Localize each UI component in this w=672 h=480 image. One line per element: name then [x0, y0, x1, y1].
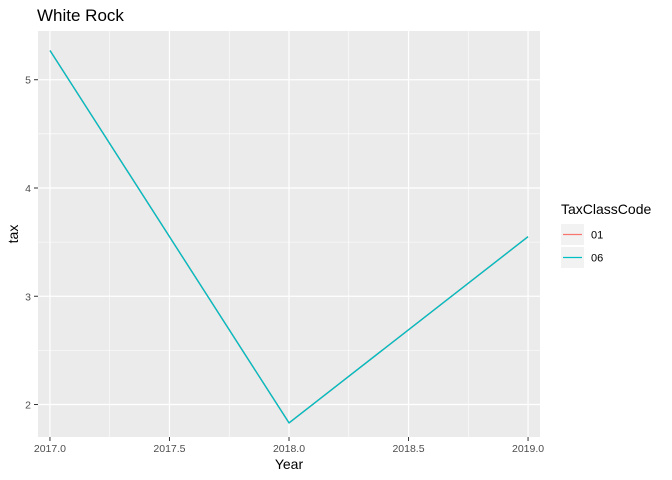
chart-title: White Rock — [37, 6, 124, 25]
y-axis-ticks: 2 3 4 5 — [25, 75, 38, 412]
series-lines — [49, 50, 529, 424]
y-tick-label: 4 — [25, 183, 31, 195]
series-line-06 — [49, 50, 529, 424]
y-axis-title: tax — [5, 225, 21, 244]
legend-entries: 01 06 — [561, 224, 603, 268]
major-gridlines — [38, 31, 540, 437]
y-tick-label: 5 — [25, 75, 31, 87]
x-tick-label: 2018.0 — [273, 443, 305, 455]
y-tick-label: 3 — [25, 291, 31, 303]
x-axis-ticks: 2017.0 2017.5 2018.0 2018.5 2019.0 — [34, 437, 544, 455]
legend-label-06: 06 — [591, 253, 603, 265]
legend: TaxClassCode 01 06 — [561, 201, 651, 268]
x-tick-label: 2017.5 — [153, 443, 185, 455]
y-tick-label: 2 — [25, 400, 31, 412]
x-tick-label: 2018.5 — [392, 443, 424, 455]
legend-label-01: 01 — [591, 230, 603, 242]
x-tick-label: 2017.0 — [34, 443, 66, 455]
x-tick-label: 2019.0 — [512, 443, 544, 455]
x-axis-title: Year — [275, 456, 304, 472]
legend-title: TaxClassCode — [561, 201, 651, 217]
